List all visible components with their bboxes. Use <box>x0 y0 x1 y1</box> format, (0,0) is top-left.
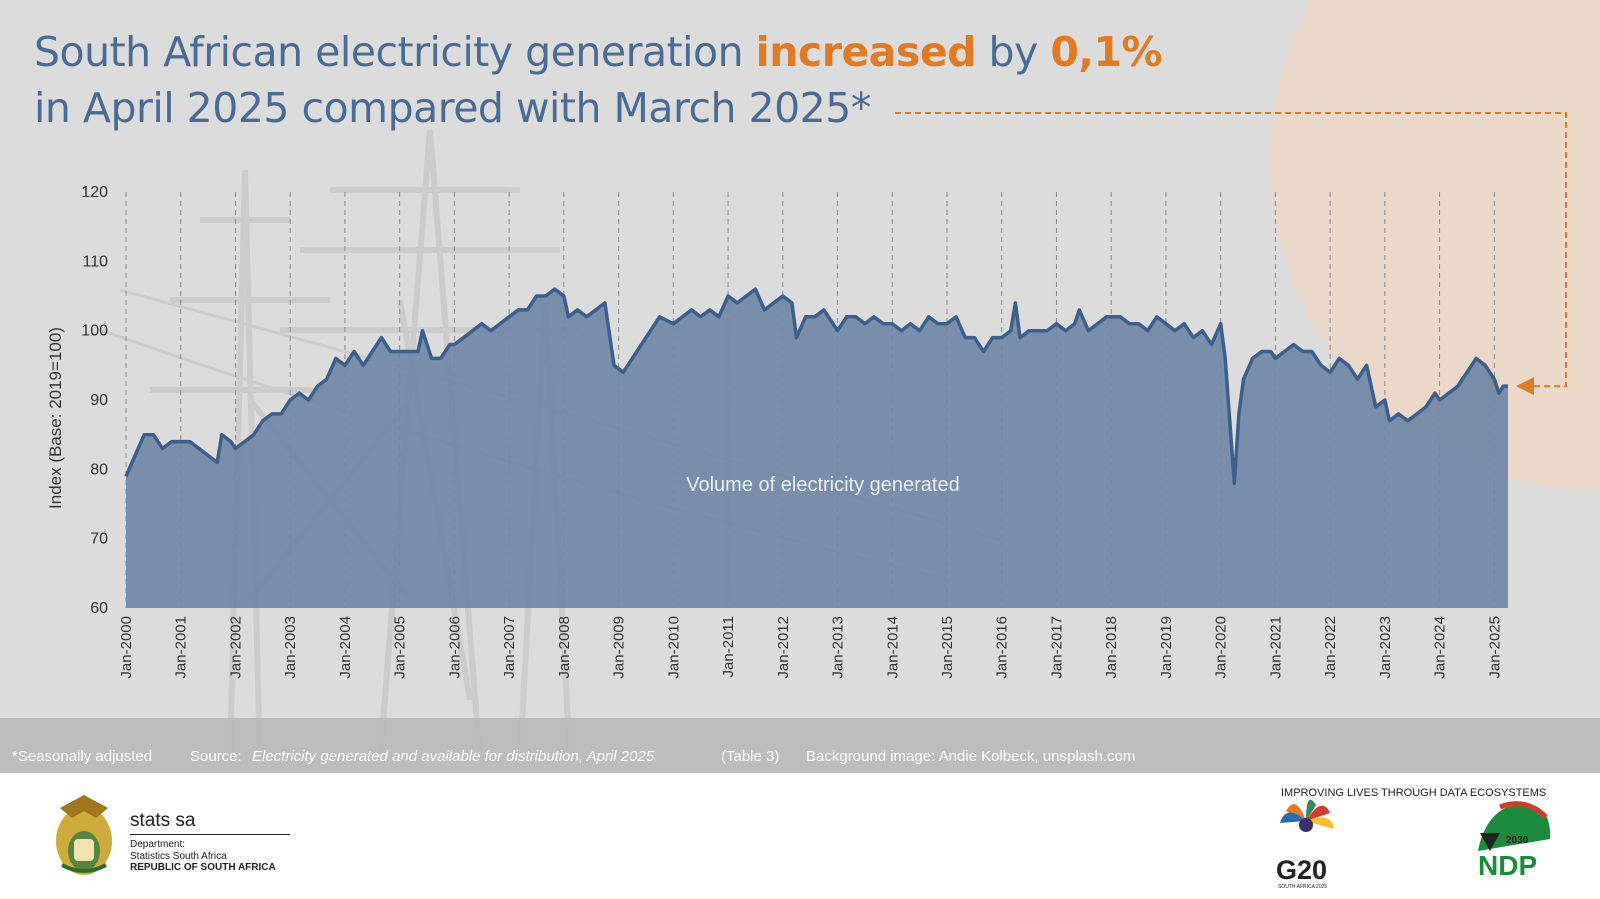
horizon-strip <box>0 718 1600 773</box>
y-tick-label: 100 <box>81 323 108 340</box>
chart-annotation: Volume of electricity generated <box>686 474 960 496</box>
x-tick-label: Jan-2021 <box>1267 616 1284 679</box>
infographic-panel: South African electricity generation inc… <box>0 0 1600 773</box>
x-tick-label: Jan-2008 <box>556 616 573 679</box>
title-highlight-percent: 0,1% <box>1050 28 1163 76</box>
x-tick-label: Jan-2020 <box>1213 616 1230 679</box>
brand-divider <box>130 834 290 835</box>
chart-title: South African electricity generation inc… <box>34 24 1163 136</box>
y-tick-label: 60 <box>90 600 108 617</box>
ndp-text: NDP <box>1478 850 1537 881</box>
x-tick-label: Jan-2002 <box>227 616 244 679</box>
x-tick-label: Jan-2007 <box>501 616 518 679</box>
x-tick-label: Jan-2003 <box>282 616 299 679</box>
x-axis-ticks: Jan-2000 Jan-2001 Jan-2002 Jan-2003 Jan-2004… <box>118 616 1503 679</box>
g20-text: G20 <box>1276 855 1328 885</box>
decorative-circle <box>1270 0 1600 490</box>
title-text-by: by <box>975 28 1051 76</box>
dept-line-1: Department: <box>130 839 186 850</box>
x-tick-label: Jan-2022 <box>1322 616 1339 679</box>
title-text: South African electricity generation <box>34 28 756 76</box>
x-tick-label: Jan-2016 <box>994 616 1011 679</box>
series-line <box>124 287 1508 485</box>
y-tick-label: 70 <box>90 531 108 548</box>
x-tick-label: Jan-2011 <box>720 616 737 677</box>
callout-dashed-line <box>895 112 1567 388</box>
y-axis-ticks: 60 70 80 90 100 110 120 <box>81 184 108 617</box>
tagline: IMPROVING LIVES THROUGH DATA ECOSYSTEMS <box>1281 787 1547 799</box>
series-area <box>126 289 1508 608</box>
footer-logos: 2030 NDP <box>56 795 1551 881</box>
x-tick-label: Jan-2004 <box>337 616 354 679</box>
y-tick-label: 120 <box>81 184 108 201</box>
x-tick-label: Jan-2012 <box>775 616 792 679</box>
footnote-background-credit: Background image: Andie Kolbeck, unsplas… <box>806 748 1136 765</box>
x-tick-label: Jan-2025 <box>1486 616 1503 679</box>
x-tick-label: Jan-2009 <box>611 616 628 679</box>
footnote-source-title: Electricity generated and available for … <box>252 748 655 765</box>
x-tick-label: Jan-2005 <box>392 616 409 679</box>
stats-sa-brand: stats sa <box>130 810 196 831</box>
x-tick-label: Jan-2006 <box>446 616 463 679</box>
x-tick-label: Jan-2014 <box>884 616 901 679</box>
y-tick-label: 80 <box>90 461 108 478</box>
y-tick-label: 110 <box>82 253 108 270</box>
x-tick-label: Jan-2019 <box>1158 616 1175 679</box>
g20-logo-mark <box>1280 799 1334 832</box>
g20-subtext: SOUTH AFRICA 2025 <box>1278 884 1328 890</box>
x-tick-label: Jan-2013 <box>830 616 847 679</box>
dept-line-2: Statistics South Africa <box>130 851 227 862</box>
x-tick-label: Jan-2000 <box>118 616 135 679</box>
y-axis-label: Index (Base: 2019=100) <box>46 327 65 509</box>
x-tick-label: Jan-2023 <box>1377 616 1394 679</box>
callout-arrowhead <box>1516 377 1534 396</box>
ndp-year: 2030 <box>1506 835 1529 846</box>
ndp-logo-mark: 2030 NDP <box>1478 801 1551 881</box>
title-line-2: in April 2025 compared with March 2025* <box>34 84 871 132</box>
dept-line-3: REPUBLIC OF SOUTH AFRICA <box>130 862 276 873</box>
x-tick-label: Jan-2001 <box>173 616 190 679</box>
y-tick-label: 90 <box>90 392 108 409</box>
title-highlight-increased: increased <box>755 28 977 76</box>
footer: 2030 NDP <box>0 773 1600 899</box>
callout-arrow <box>895 112 1567 396</box>
x-tick-label: Jan-2018 <box>1103 616 1120 679</box>
x-tick-label: Jan-2024 <box>1432 616 1449 679</box>
x-tick-label: Jan-2017 <box>1048 616 1065 679</box>
footnote-seasonally-adjusted: *Seasonally adjusted <box>12 748 153 765</box>
footnote-bar: *Seasonally adjusted Source: Electricity… <box>0 740 1600 773</box>
coat-of-arms-logo <box>56 795 112 875</box>
x-tick-label: Jan-2015 <box>939 616 956 679</box>
x-tick-label: Jan-2010 <box>665 616 682 679</box>
footnote-source-label: Source: <box>190 748 242 765</box>
footnote-source-table: (Table 3) <box>721 748 780 765</box>
